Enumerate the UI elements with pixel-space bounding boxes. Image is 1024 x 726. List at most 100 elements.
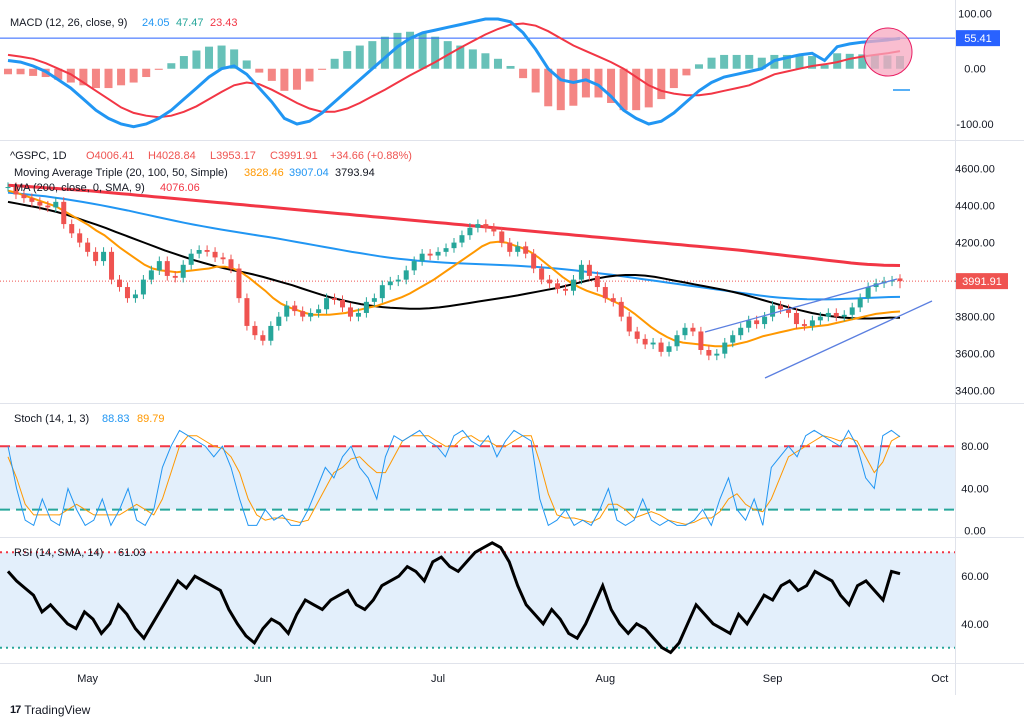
- macd-histogram-bar: [330, 58, 339, 69]
- candle-body: [531, 253, 537, 269]
- ohlc-low: L3953.17: [210, 150, 256, 162]
- macd-histogram-bar: [644, 68, 653, 108]
- stoch-k-line: [7, 429, 901, 527]
- macd-title: MACD (12, 26, close, 9): [10, 17, 127, 29]
- pane-separators: [0, 0, 1024, 695]
- macd-histogram-bar: [29, 68, 38, 76]
- candle-body: [236, 268, 242, 299]
- macd-histogram-bar: [406, 31, 415, 69]
- candle-body: [626, 316, 632, 332]
- candle-body: [140, 279, 146, 295]
- candle-body: [276, 316, 282, 326]
- candle-body: [77, 233, 83, 243]
- candle-body: [770, 305, 776, 317]
- macd-histogram-bar: [255, 68, 264, 73]
- candle-body: [586, 264, 592, 276]
- tradingview-logo-icon: 17: [10, 704, 21, 716]
- macd-histogram-bar: [607, 68, 616, 103]
- ohlc-change: +34.66 (+0.88%): [330, 150, 412, 162]
- candle-body: [355, 312, 361, 317]
- candle-body: [395, 279, 401, 282]
- candle-body: [515, 246, 521, 252]
- candle-body: [563, 288, 568, 291]
- candle-body: [523, 246, 529, 254]
- candle-body: [292, 305, 298, 312]
- candle-body: [865, 287, 871, 299]
- candle-body: [180, 264, 186, 278]
- candle-body: [849, 307, 855, 315]
- macd-legend-value-macd: 24.05: [142, 17, 170, 29]
- macd-histogram-bar: [569, 68, 578, 106]
- candle-body: [714, 353, 720, 356]
- candle-body: [690, 327, 696, 332]
- macd-histogram-bar: [192, 50, 201, 69]
- candle-body: [156, 261, 162, 271]
- candle-body: [674, 335, 680, 347]
- candle-body: [570, 279, 576, 291]
- macd-histogram-bar: [318, 68, 327, 70]
- ohlc-close: C3991.91: [270, 150, 318, 162]
- candle-body: [459, 235, 465, 243]
- candle-body: [419, 253, 425, 262]
- candle-body: [5, 187, 11, 189]
- candle-body: [204, 250, 210, 252]
- macd-histogram-bar: [808, 56, 817, 69]
- candle-body: [109, 251, 115, 280]
- macd-histogram-bar: [745, 54, 754, 69]
- macd-histogram-bar: [456, 45, 465, 69]
- macd-histogram-bar: [104, 68, 113, 89]
- price-tick-label: 3400.00: [955, 386, 995, 398]
- trendline-upper[interactable]: [704, 278, 898, 333]
- candle-body: [722, 342, 728, 354]
- ohlc-open: O4006.41: [86, 150, 134, 162]
- candle-body: [53, 201, 59, 208]
- candle-body: [435, 251, 441, 256]
- candle-body: [555, 283, 561, 289]
- trendline-lower[interactable]: [764, 300, 933, 379]
- rsi-pane[interactable]: RSI (14, SMA, 14) 61.03 60.00 40.00: [0, 541, 989, 655]
- candle-body: [610, 298, 616, 302]
- candle-body: [857, 298, 863, 308]
- candle-body: [634, 331, 640, 339]
- macd-signal-line: [7, 22, 901, 119]
- ma50-value: 3793.94: [335, 167, 375, 179]
- candle-body: [220, 257, 226, 260]
- macd-histogram-bar: [230, 49, 239, 69]
- macd-histogram-bar: [833, 53, 842, 69]
- macd-histogram-bar: [179, 56, 188, 69]
- candle-body: [411, 261, 417, 271]
- macd-line: [7, 17, 901, 129]
- macd-histogram-bar: [757, 57, 766, 69]
- macd-histogram-bar: [54, 68, 63, 80]
- candle-body: [124, 287, 130, 299]
- macd-histogram-bar: [481, 53, 490, 69]
- candle-body: [682, 327, 688, 336]
- ma200-line: [7, 183, 901, 267]
- macd-histogram-bar: [519, 68, 528, 79]
- macd-histogram-bar: [66, 68, 75, 83]
- candle-body: [244, 298, 250, 326]
- stoch-title: Stoch (14, 1, 3): [14, 413, 89, 425]
- candle-body: [738, 327, 744, 336]
- macd-pane[interactable]: MACD (12, 26, close, 9) 24.05 47.47 23.4…: [0, 9, 1000, 131]
- macd-histogram-bar: [91, 68, 100, 89]
- candle-body: [252, 325, 258, 336]
- candle-body: [642, 338, 648, 345]
- macd-histogram-bar: [380, 36, 389, 69]
- candle-body: [212, 251, 218, 258]
- tradingview-footer[interactable]: 17 TradingView: [10, 703, 90, 717]
- price-pane[interactable]: ^GSPC, 1D O4006.41 H4028.84 L3953.17 C39…: [0, 150, 1008, 398]
- macd-histogram-bar: [694, 64, 703, 69]
- candle-body: [117, 279, 122, 288]
- x-tick-label: Jun: [254, 673, 272, 685]
- rsi-band: [0, 552, 955, 648]
- macd-y-axis: 100.00 0.00 -100.00: [956, 9, 993, 131]
- candle-body: [363, 301, 369, 313]
- candle-body: [260, 335, 266, 341]
- macd-histogram-bar: [280, 68, 289, 91]
- ma20-line: [7, 189, 901, 348]
- candle-body: [754, 320, 760, 325]
- stoch-pane[interactable]: Stoch (14, 1, 3) 88.83 89.79 80.00 40.00 0…: [0, 413, 989, 538]
- candle-body: [801, 324, 807, 326]
